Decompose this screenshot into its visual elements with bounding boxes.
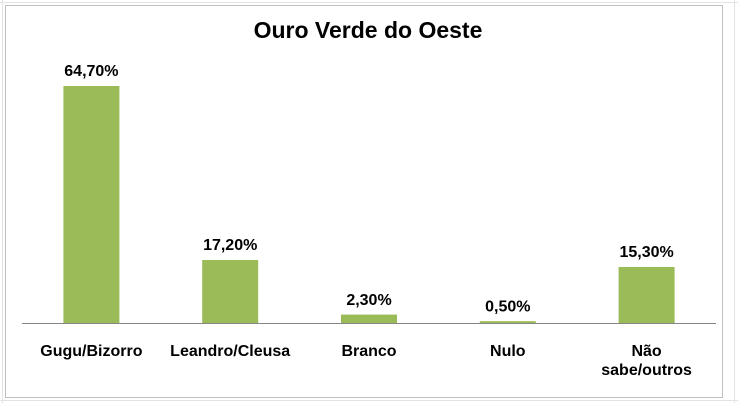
value-label: 15,30% [619, 244, 673, 261]
value-label: 17,20% [203, 237, 257, 254]
chart-area [5, 5, 723, 398]
bar [618, 266, 675, 323]
bar [479, 321, 536, 323]
chart-title: Ouro Verde do Oeste [254, 17, 483, 43]
bar [63, 86, 120, 323]
value-label: 0,50% [485, 298, 530, 315]
x-tick-label: Branco [341, 343, 397, 360]
x-tick-label: Não sabe/outros [601, 343, 692, 379]
x-tick-label: Nulo [490, 343, 526, 360]
bar [341, 314, 397, 323]
value-label: 64,70% [64, 63, 118, 80]
x-tick-label: Gugu/Bizorro [40, 343, 143, 360]
bar [202, 259, 259, 323]
x-tick-label: Leandro/Cleusa [170, 343, 291, 360]
value-label: 2,30% [346, 292, 391, 309]
